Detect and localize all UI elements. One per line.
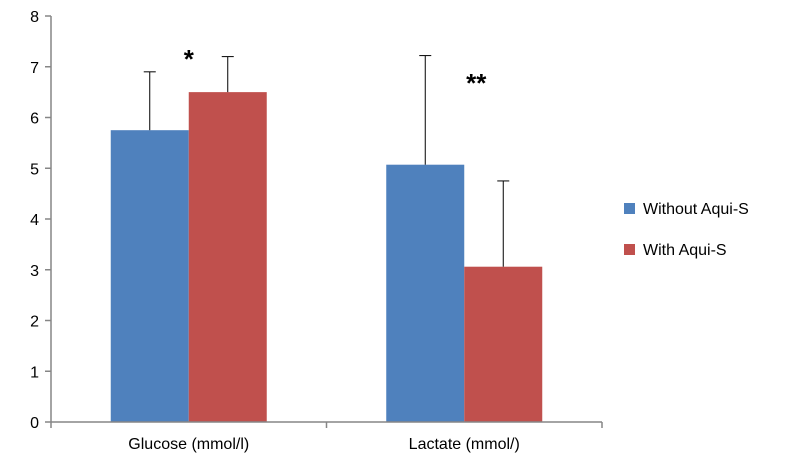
category-label-0: Glucose (mmol/l) [128,436,249,453]
legend-swatch-1 [624,244,635,255]
y-tick-label-2: 2 [30,314,39,331]
significance-annotation-1: ** [466,68,487,98]
bar-without-1 [386,164,465,422]
y-tick-label-7: 7 [30,60,39,77]
plot-area: 0 1 2 3 4 5 6 7 8 Glucose (mmol/l) Lactate (mmol/)… [30,9,603,453]
legend-label-1: With Aqui-S [643,242,727,259]
legend: Without Aqui-S With Aqui-S [624,201,749,259]
y-tick-label-4: 4 [30,212,39,229]
y-tick-label-0: 0 [30,415,39,432]
y-tick-label-8: 8 [30,9,39,26]
legend-label-0: Without Aqui-S [643,201,749,218]
bar-with-1 [464,266,543,422]
bar-without-0 [110,130,189,422]
legend-swatch-0 [624,203,635,214]
y-tick-label-1: 1 [30,364,39,381]
y-tick-label-6: 6 [30,111,39,128]
y-tick-label-3: 3 [30,263,39,280]
significance-annotation-0: * [184,44,195,74]
y-tick-label-5: 5 [30,161,39,178]
bar-with-0 [188,92,267,422]
category-label-1: Lactate (mmol/) [409,436,520,453]
